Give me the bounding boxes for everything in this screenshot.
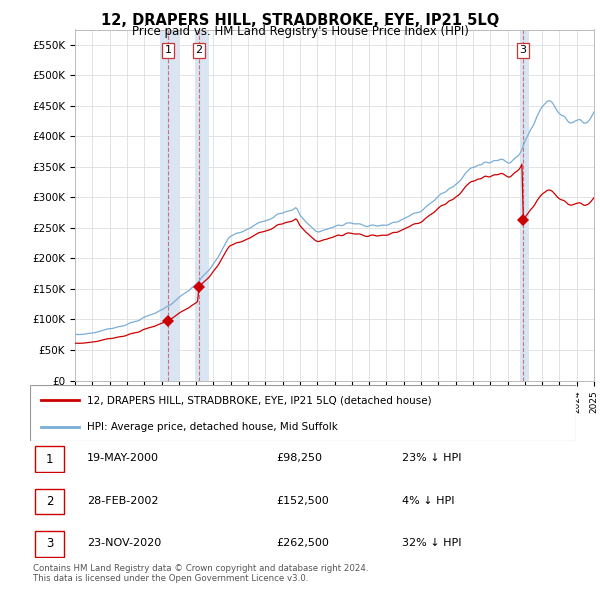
Bar <box>195 30 209 381</box>
Text: 23-NOV-2020: 23-NOV-2020 <box>87 539 161 548</box>
Text: Contains HM Land Registry data © Crown copyright and database right 2024.
This d: Contains HM Land Registry data © Crown c… <box>33 563 368 583</box>
Text: 4% ↓ HPI: 4% ↓ HPI <box>402 496 455 506</box>
Text: £98,250: £98,250 <box>276 454 322 463</box>
Text: £152,500: £152,500 <box>276 496 329 506</box>
Text: HPI: Average price, detached house, Mid Suffolk: HPI: Average price, detached house, Mid … <box>88 422 338 432</box>
Text: 1: 1 <box>164 45 172 55</box>
Text: Price paid vs. HM Land Registry's House Price Index (HPI): Price paid vs. HM Land Registry's House … <box>131 25 469 38</box>
Bar <box>520 30 529 381</box>
Text: 12, DRAPERS HILL, STRADBROKE, EYE, IP21 5LQ: 12, DRAPERS HILL, STRADBROKE, EYE, IP21 … <box>101 13 499 28</box>
Text: 3: 3 <box>520 45 527 55</box>
Text: 3: 3 <box>46 537 53 550</box>
Text: 2: 2 <box>196 45 202 55</box>
Text: 1: 1 <box>46 453 53 466</box>
Text: 28-FEB-2002: 28-FEB-2002 <box>87 496 158 506</box>
Text: 12, DRAPERS HILL, STRADBROKE, EYE, IP21 5LQ (detached house): 12, DRAPERS HILL, STRADBROKE, EYE, IP21 … <box>88 395 432 405</box>
Text: 2: 2 <box>46 495 53 508</box>
Text: 19-MAY-2000: 19-MAY-2000 <box>87 454 159 463</box>
Text: 32% ↓ HPI: 32% ↓ HPI <box>402 539 461 548</box>
Bar <box>160 30 179 381</box>
Text: 23% ↓ HPI: 23% ↓ HPI <box>402 454 461 463</box>
Text: £262,500: £262,500 <box>276 539 329 548</box>
